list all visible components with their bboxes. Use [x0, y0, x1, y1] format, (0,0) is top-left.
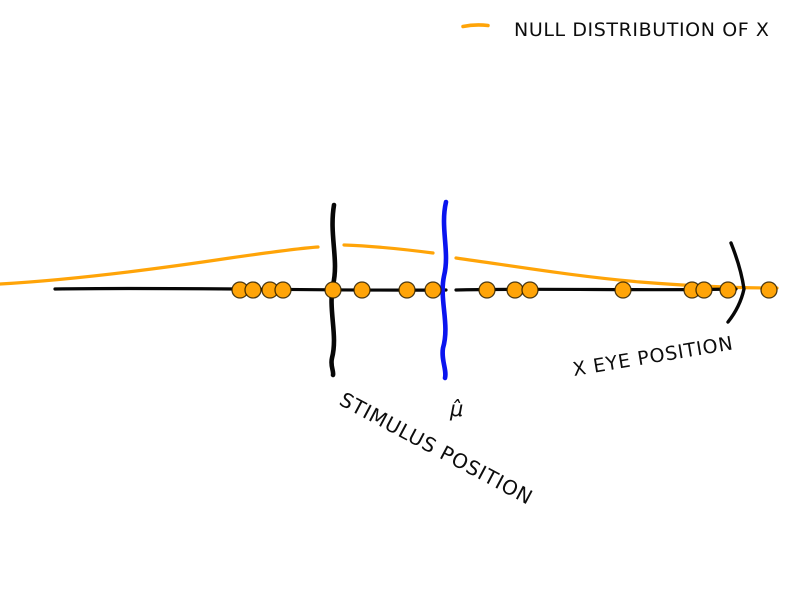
eye-position-point — [399, 282, 415, 298]
eye-position-point — [720, 282, 736, 298]
eye-position-point — [245, 282, 261, 298]
eye-position-point — [275, 282, 291, 298]
eye-position-point — [425, 282, 441, 298]
legend-label: NULL DISTRIBUTION OF X — [514, 19, 770, 41]
mu-hat-line — [443, 202, 446, 378]
eye-position-point — [696, 282, 712, 298]
eye-position-point — [325, 282, 341, 298]
eye-position-point — [507, 282, 523, 298]
stimulus-position-label: STIMULUS POSITION — [336, 387, 537, 509]
axis-arrowhead — [728, 243, 744, 322]
eye-position-point — [522, 282, 538, 298]
stimulus-position-line — [331, 205, 335, 375]
eye-position-point — [761, 282, 777, 298]
null-distribution-curve-middle — [344, 245, 433, 253]
null-distribution-curve — [0, 245, 777, 288]
legend: NULL DISTRIBUTION OF X — [463, 19, 770, 41]
eye-position-point — [479, 282, 495, 298]
null-distribution-curve-left — [0, 247, 318, 284]
eye-position-points — [232, 282, 777, 298]
eye-position-point — [354, 282, 370, 298]
eye-position-label: X EYE POSITION — [571, 332, 735, 380]
mu-hat-label: μ̂ — [449, 397, 463, 421]
legend-orange-line-swatch — [463, 25, 488, 27]
eye-position-point — [615, 282, 631, 298]
